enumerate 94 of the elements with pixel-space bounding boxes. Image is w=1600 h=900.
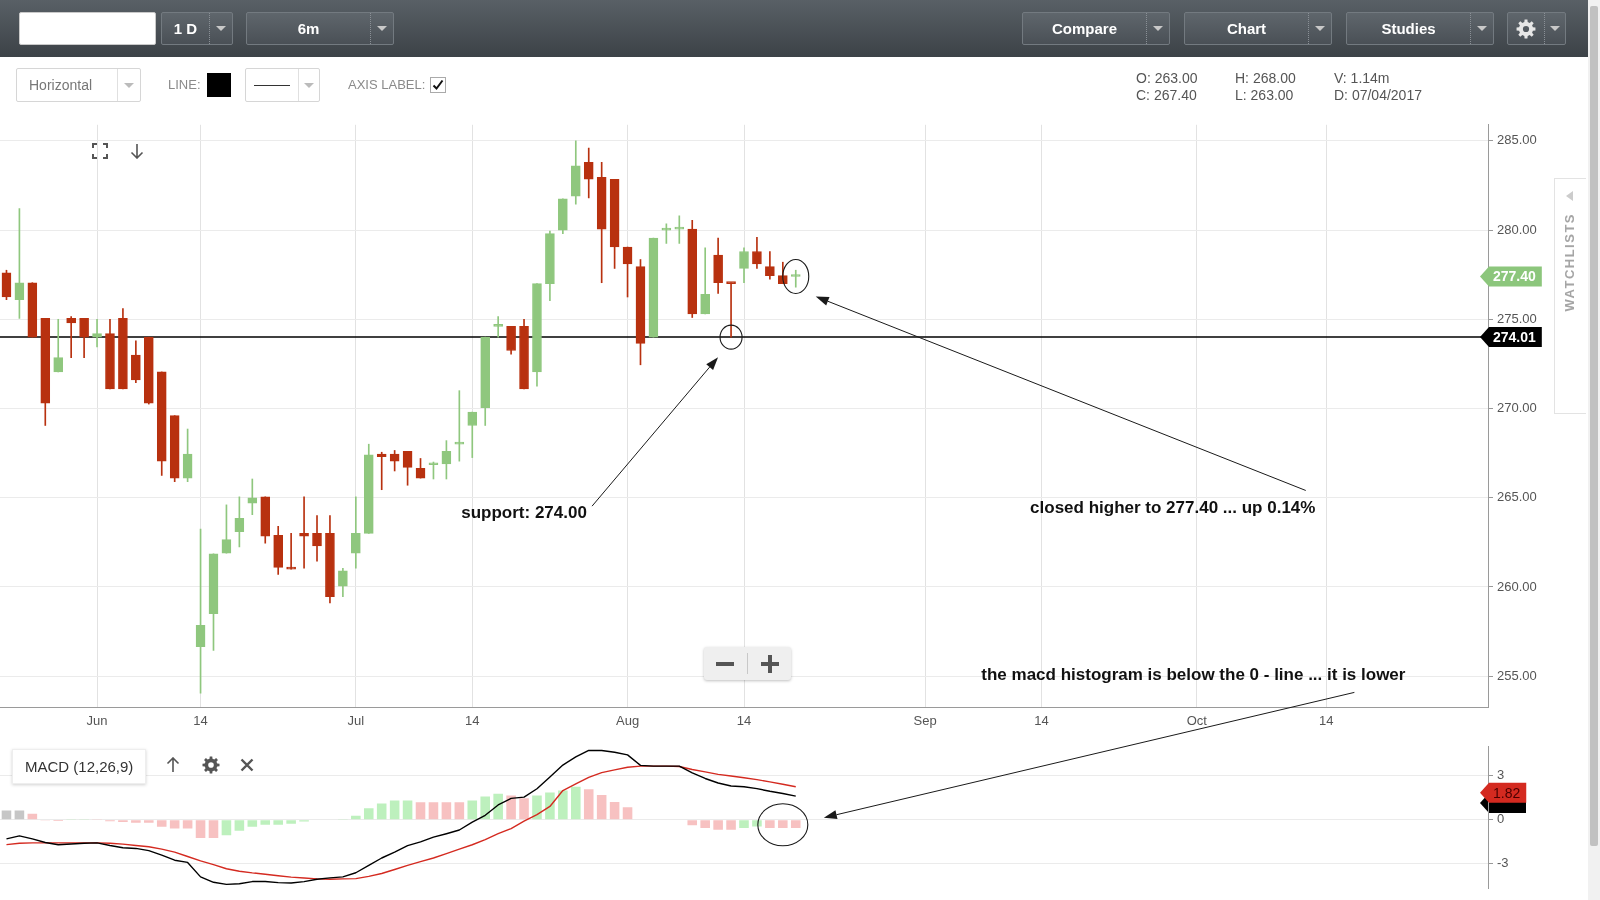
bar <box>1 810 12 820</box>
bar <box>273 820 283 825</box>
bar <box>583 789 594 820</box>
annotation: the macd histogram is below the 0 - line ... it is lower <box>981 665 1406 685</box>
bar <box>415 802 426 820</box>
y-tick-label: 255.00 <box>1497 667 1537 683</box>
side-tab: WATCHLISTS <box>1554 178 1586 414</box>
bar <box>726 820 736 830</box>
bar <box>402 800 413 820</box>
text: C: 267.40 <box>1136 87 1197 103</box>
bar <box>182 820 193 829</box>
bar <box>713 820 723 830</box>
bar <box>221 820 232 836</box>
bar <box>532 795 542 820</box>
bar <box>558 790 568 820</box>
y-tick-label: 3 <box>1497 767 1505 783</box>
x-tick-label: 14 <box>1319 712 1334 728</box>
bar <box>376 803 387 820</box>
bar <box>260 820 271 825</box>
y-tick-label: 270.00 <box>1497 400 1537 416</box>
annotation: closed higher to 277.40 ... up 0.14% <box>1030 498 1316 518</box>
y-tick-label: 275.00 <box>1497 310 1537 326</box>
bar <box>234 820 245 831</box>
candlestick <box>674 215 685 244</box>
bar <box>389 800 400 820</box>
dropdown: Horizontal <box>16 68 141 102</box>
text: D: 07/04/2017 <box>1334 87 1422 103</box>
bar <box>156 820 167 827</box>
bar <box>790 820 801 828</box>
bar <box>622 807 633 820</box>
x-tick-label: Sep <box>913 712 937 728</box>
bar <box>144 820 154 823</box>
x-tick-label: Jun <box>86 712 108 728</box>
x-tick-label: 14 <box>736 712 752 728</box>
bar <box>363 808 374 820</box>
candlestick <box>493 316 503 338</box>
dropdown-button: 6m <box>246 12 394 45</box>
candlestick <box>92 318 102 348</box>
bar <box>506 795 516 820</box>
bar <box>195 820 206 839</box>
candlestick <box>790 269 801 288</box>
bar <box>765 820 775 828</box>
bar <box>519 798 529 820</box>
dropdown-button: Studies <box>1346 12 1494 45</box>
ref-line-label: 274.01 <box>1493 328 1537 345</box>
bar <box>169 820 180 829</box>
bar <box>700 820 710 828</box>
text: L: 263.00 <box>1235 87 1294 103</box>
text: O: 263.00 <box>1136 70 1198 86</box>
bar <box>454 802 465 820</box>
bar <box>131 820 141 823</box>
x-tick-label: Oct <box>1186 712 1208 728</box>
y-tick-label: 285.00 <box>1497 132 1537 148</box>
y-tick-label: 280.00 <box>1497 221 1537 237</box>
text: MACD (12,26,9) <box>25 758 134 775</box>
x-tick-label: 14 <box>465 712 480 728</box>
dropdown-button: Chart <box>1184 12 1332 45</box>
bar <box>609 802 620 820</box>
bar <box>596 794 607 820</box>
text: 277.40 <box>1493 268 1537 285</box>
bar <box>441 802 452 820</box>
x-tick-label: 14 <box>1034 712 1049 728</box>
text: LINE: <box>168 77 201 92</box>
y-tick-label: -3 <box>1497 855 1509 871</box>
bar <box>467 800 478 820</box>
candlestick <box>66 316 76 358</box>
y-tick-label: 260.00 <box>1497 578 1537 594</box>
bar <box>428 802 439 820</box>
text: AXIS LABEL: <box>348 77 426 92</box>
candlestick <box>247 478 258 516</box>
bar <box>739 820 749 828</box>
x-tick-label: Aug <box>615 712 640 728</box>
bar <box>14 810 25 820</box>
bar <box>247 820 258 827</box>
y-tick-label: 265.00 <box>1497 489 1537 505</box>
text: 1.82 <box>1493 784 1521 801</box>
bar <box>545 792 555 820</box>
bar <box>480 796 491 820</box>
bar <box>778 820 788 828</box>
bar <box>208 820 219 839</box>
bar <box>351 815 361 820</box>
x-tick-label: Jul <box>347 712 365 728</box>
dropdown-button: Compare <box>1022 12 1170 45</box>
bar <box>493 793 503 820</box>
bar <box>571 786 581 820</box>
annotation: support: 274.00 <box>461 502 587 522</box>
dropdown-button: 1 D <box>161 12 233 45</box>
bar <box>687 820 698 826</box>
bar <box>286 820 296 824</box>
text: H: 268.00 <box>1235 70 1296 86</box>
y-tick-label: 0 <box>1497 811 1505 827</box>
x-tick-label: 14 <box>193 712 208 728</box>
text: V: 1.14m <box>1334 70 1390 86</box>
candlestick <box>726 281 736 338</box>
